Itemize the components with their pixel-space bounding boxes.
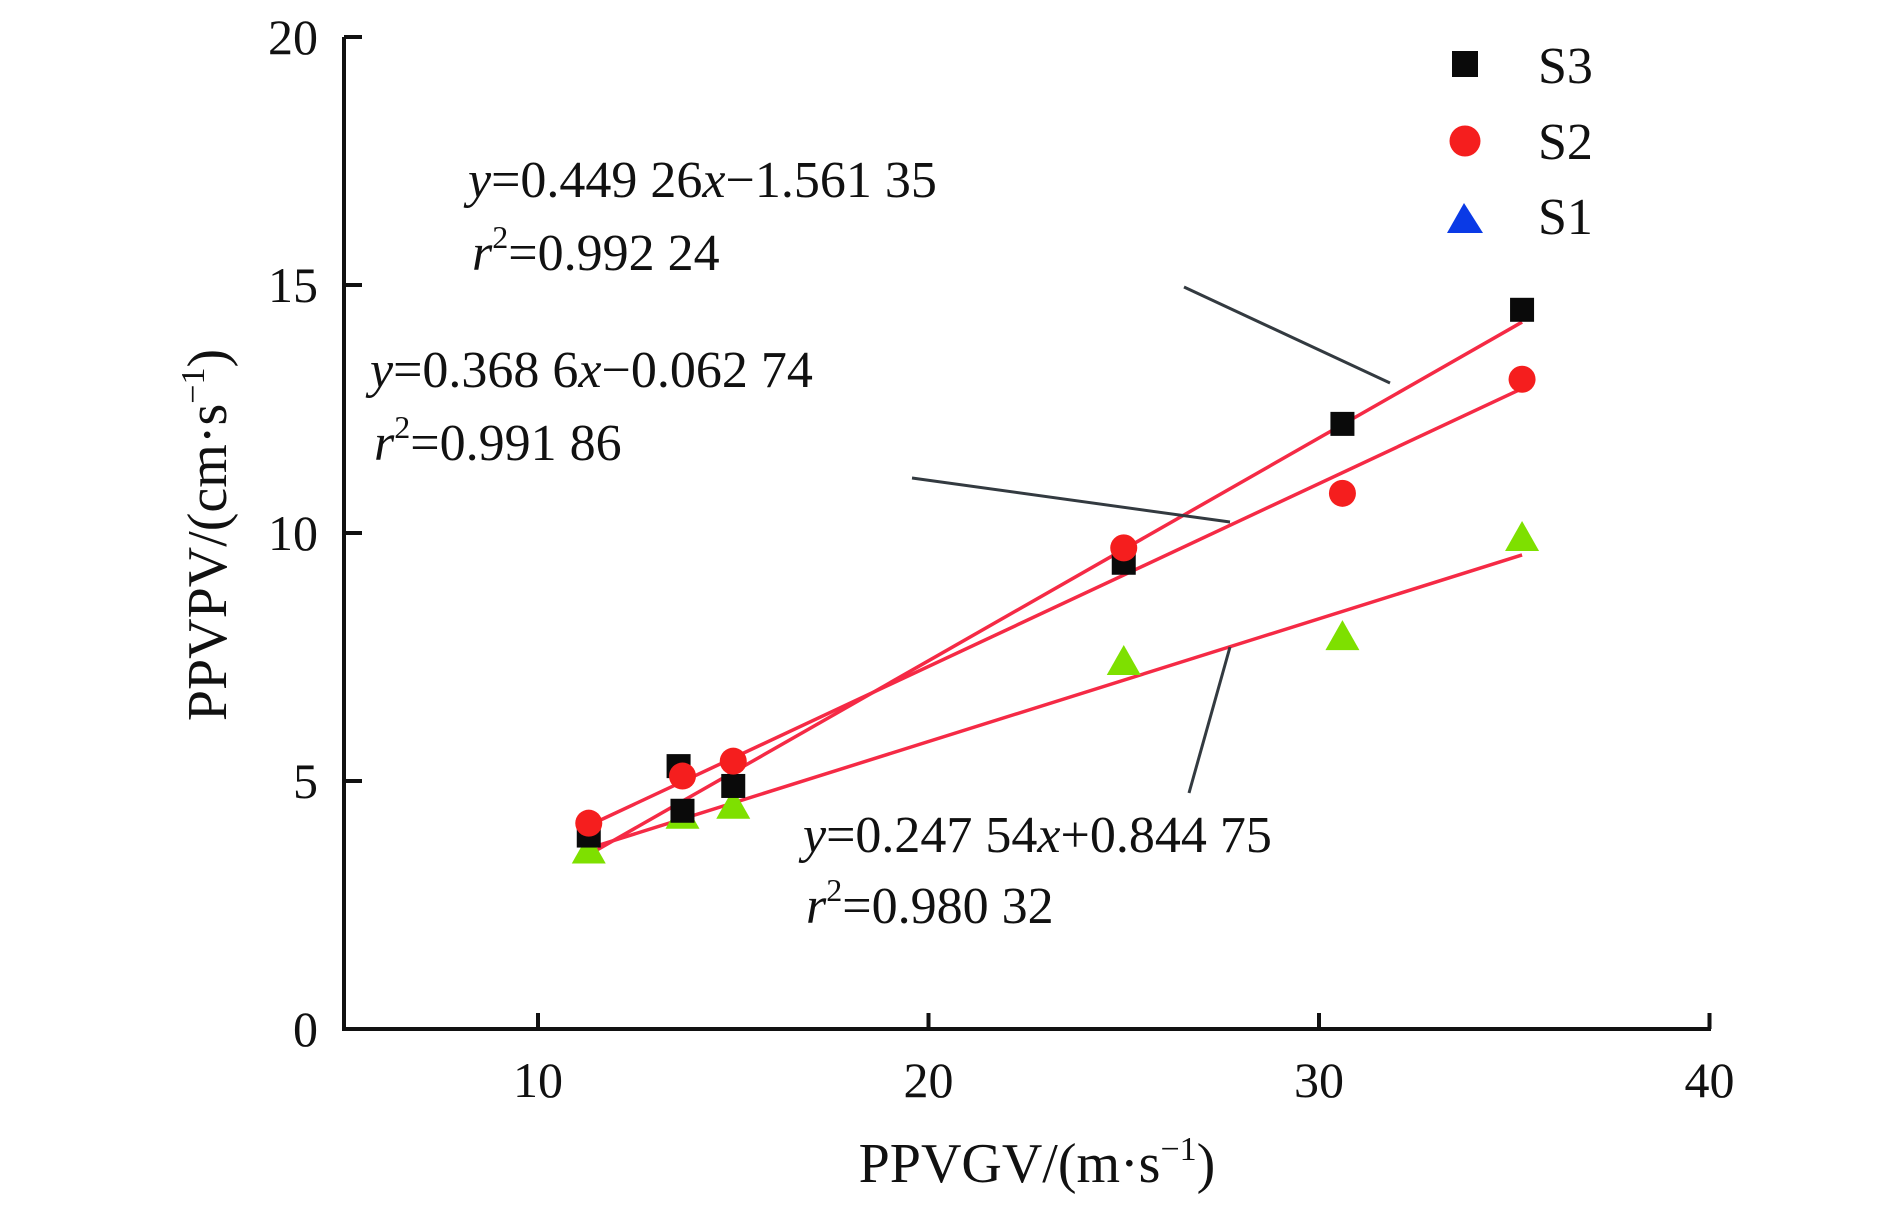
data-point-s2 [575, 809, 603, 837]
data-point-s1 [1505, 520, 1540, 551]
data-point-s3 [670, 798, 695, 823]
axes: 0 5 10 15 20 10 20 30 40 [268, 9, 1735, 1108]
leader-line-s1 [1187, 646, 1232, 794]
equation-s3: y=0.449 26x−1.561 35 r2=0.992 24 [463, 152, 937, 282]
x-tick-label: 20 [904, 1052, 954, 1108]
data-point-s1 [1325, 620, 1360, 651]
legend-label-s2: S2 [1538, 114, 1593, 171]
data-point-s1 [571, 833, 606, 864]
y-tick-label: 0 [293, 1001, 318, 1057]
svg-text:r2=0.980 32: r2=0.980 32 [806, 872, 1054, 935]
legend: S3 S2 S1 [1447, 38, 1593, 246]
svg-text:r2=0.991 86: r2=0.991 86 [374, 409, 622, 472]
data-point-s1 [716, 788, 751, 819]
y-tick-label: 20 [268, 9, 318, 65]
data-point-s2 [1508, 365, 1536, 393]
x-tick-label: 40 [1685, 1052, 1735, 1108]
data-point-s2 [1110, 534, 1138, 562]
data-point-s3 [1510, 297, 1535, 322]
y-tick-label: 5 [293, 753, 318, 809]
data-point-s3 [1330, 411, 1355, 436]
svg-text:y=0.247 54x+0.844 75: y=0.247 54x+0.844 75 [798, 807, 1272, 864]
legend-marker-s1 [1447, 203, 1483, 233]
legend-label-s3: S3 [1538, 38, 1593, 95]
data-point-s2 [668, 762, 696, 790]
data-points [571, 297, 1540, 864]
y-tick-label: 10 [268, 505, 318, 561]
y-tick-label: 15 [268, 257, 318, 313]
equation-s2: y=0.368 6x−0.062 74 r2=0.991 86 [365, 342, 813, 472]
data-point-s2 [719, 747, 747, 775]
legend-marker-s3 [1452, 51, 1478, 77]
equation-s1: y=0.247 54x+0.844 75 r2=0.980 32 [798, 807, 1272, 935]
svg-text:y=0.368 6x−0.062 74: y=0.368 6x−0.062 74 [365, 342, 813, 399]
equation-leader-lines [911, 285, 1391, 794]
y-ticks: 0 5 10 15 20 [268, 9, 362, 1057]
x-axis-label-sup: −1 [1160, 1131, 1196, 1168]
y-axis-label-sup: −1 [175, 368, 212, 404]
y-axis-label: PPVPV/(cm·s−1) [175, 349, 239, 721]
data-point-s2 [1328, 479, 1356, 507]
svg-text:y=0.449 26x−1.561 35: y=0.449 26x−1.561 35 [463, 152, 937, 209]
fit-line-s2 [588, 386, 1523, 828]
x-ticks: 10 20 30 40 [513, 1013, 1735, 1108]
data-point-s1 [1106, 644, 1141, 675]
leader-line-s3 [1183, 285, 1391, 385]
fit-line-s1 [588, 553, 1523, 851]
svg-text:r2=0.992 24: r2=0.992 24 [472, 219, 720, 282]
x-tick-label: 30 [1294, 1052, 1344, 1108]
legend-label-s1: S1 [1538, 189, 1593, 246]
data-point-s3 [721, 773, 746, 798]
x-tick-label: 10 [513, 1052, 563, 1108]
legend-marker-s2 [1449, 125, 1481, 157]
leader-line-s2 [911, 476, 1231, 524]
x-axis-label: PPVGV/(m·s−1) [859, 1131, 1216, 1195]
